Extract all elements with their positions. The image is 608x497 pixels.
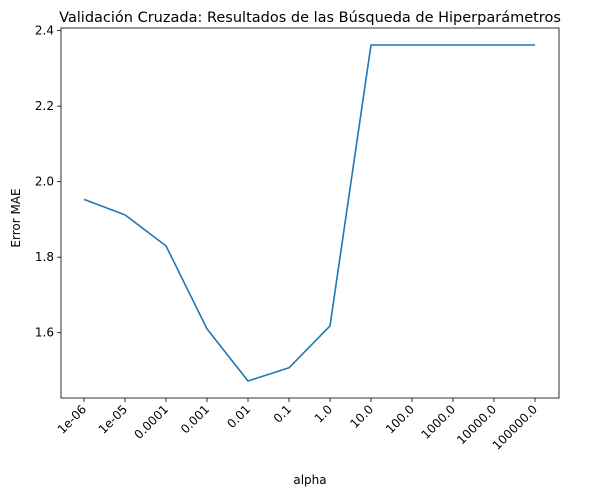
x-tick-label: 100000.0	[490, 402, 540, 452]
chart-title: Validación Cruzada: Resultados de las Bú…	[59, 10, 561, 26]
plot-area: 1e-06 1e-05 0.0001 0.001 0.01 0.1 1.0 10.0 100.0…	[35, 24, 560, 453]
x-tick-label: 100.0	[383, 402, 417, 436]
x-tick-label: 0.0001	[132, 402, 172, 442]
y-tick-label: 2.0	[35, 175, 54, 189]
x-tick-label: 0.1	[271, 402, 294, 425]
y-axis-label: Error MAE	[9, 188, 23, 247]
x-axis-label: alpha	[293, 473, 326, 487]
axes-frame	[60, 27, 560, 399]
x-tick-label: 1.0	[312, 402, 335, 425]
y-tick-label: 1.6	[35, 326, 54, 340]
x-tick-label: 1e-05	[96, 402, 130, 436]
y-tick-label: 2.4	[35, 24, 54, 38]
x-tick-label: 0.001	[178, 402, 212, 436]
x-tick-label: 0.01	[224, 402, 253, 431]
series-line-0	[83, 44, 535, 382]
x-tick-label: 1e-06	[55, 402, 89, 436]
y-tick-label: 1.8	[35, 250, 54, 264]
y-tick-label: 2.2	[35, 99, 54, 113]
x-tick-label: 10.0	[347, 402, 376, 431]
x-tick-label: 1000.0	[419, 402, 459, 442]
